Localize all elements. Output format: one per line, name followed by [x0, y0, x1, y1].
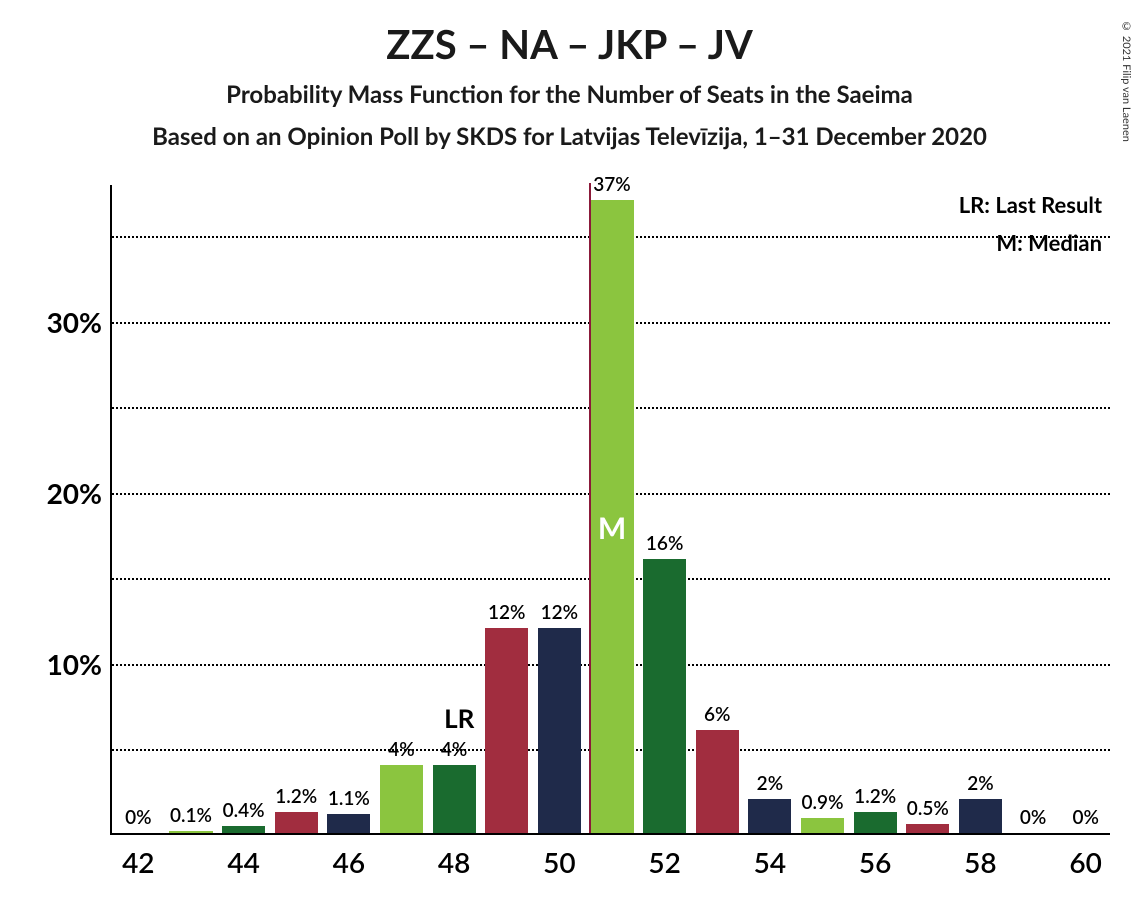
- bar: 0.5%: [906, 824, 949, 833]
- bar: 4%: [380, 765, 423, 833]
- x-axis-tick-label: 42: [122, 833, 154, 879]
- bar-value-label: 2%: [757, 772, 783, 799]
- bar: 0.9%: [801, 818, 844, 833]
- bar: 2%: [748, 799, 791, 833]
- subtitle2-text: Based on an Opinion Poll by SKDS for Lat…: [152, 122, 987, 151]
- bar: 16%: [643, 559, 686, 833]
- bar-value-label: 6%: [704, 703, 730, 730]
- bar: 0.1%: [169, 831, 212, 833]
- y-axis-tick-label: 30%: [47, 305, 112, 339]
- bar-value-label: 16%: [646, 532, 683, 559]
- bar-value-label: 1.2%: [275, 785, 317, 812]
- y-axis-tick-label: 20%: [47, 476, 112, 510]
- bar-value-label: 0.4%: [223, 799, 265, 826]
- last-result-marker: LR: [444, 702, 474, 734]
- bar-value-label: 0.1%: [170, 804, 212, 831]
- legend-last-result: LR: Last Result: [959, 191, 1102, 218]
- bar-value-label: 0%: [1020, 806, 1046, 833]
- bar: 12%: [538, 628, 581, 833]
- x-axis-tick-label: 44: [227, 833, 259, 879]
- chart-subtitle-1: Probability Mass Function for the Number…: [0, 80, 1139, 109]
- median-line: [589, 183, 591, 833]
- bar: 1.1%: [327, 814, 370, 833]
- copyright-text: © 2021 Filip van Laenen: [1120, 20, 1133, 142]
- bar-value-label: 2%: [967, 772, 993, 799]
- x-axis-tick-label: 54: [754, 833, 786, 879]
- bar-value-label: 0.5%: [907, 797, 949, 824]
- bar: 12%: [485, 628, 528, 833]
- bar: 2%: [959, 799, 1002, 833]
- median-marker: M: [598, 510, 626, 546]
- bar-value-label: 12%: [541, 601, 578, 628]
- bar: 6%: [696, 730, 739, 833]
- x-axis-tick-label: 46: [333, 833, 365, 879]
- chart-subtitle-2: Based on an Opinion Poll by SKDS for Lat…: [0, 122, 1139, 151]
- bar-value-label: 4%: [388, 738, 414, 765]
- bar-value-label: 1.2%: [854, 785, 896, 812]
- bar: 4%: [433, 765, 476, 833]
- bar-value-label: 0.9%: [802, 791, 844, 818]
- y-axis-tick-label: 10%: [47, 647, 112, 681]
- bar-value-label: 0%: [125, 806, 151, 833]
- x-axis-tick-label: 52: [648, 833, 680, 879]
- chart-plot-area: 10%20%30%424446485052545658600%0.1%0.4%1…: [110, 185, 1110, 835]
- bar: 1.2%: [854, 812, 897, 833]
- bar-value-label: 4%: [441, 738, 467, 765]
- x-axis-tick-label: 48: [438, 833, 470, 879]
- bar-value-label: 1.1%: [328, 787, 370, 814]
- bar-value-label: 12%: [488, 601, 525, 628]
- bar-value-label: 37%: [593, 173, 630, 200]
- x-axis-tick-label: 50: [543, 833, 575, 879]
- bar-value-label: 0%: [1072, 806, 1098, 833]
- x-axis-tick-label: 58: [964, 833, 996, 879]
- title-text: ZZS – NA – JKP – JV: [386, 20, 752, 68]
- x-axis-tick-label: 56: [859, 833, 891, 879]
- x-axis-tick-label: 60: [1069, 833, 1101, 879]
- legend-median: M: Median: [996, 229, 1102, 256]
- chart-title: ZZS – NA – JKP – JV: [0, 20, 1139, 68]
- bar: 1.2%: [275, 812, 318, 833]
- bar: 0.4%: [222, 826, 265, 833]
- subtitle1-text: Probability Mass Function for the Number…: [226, 80, 913, 109]
